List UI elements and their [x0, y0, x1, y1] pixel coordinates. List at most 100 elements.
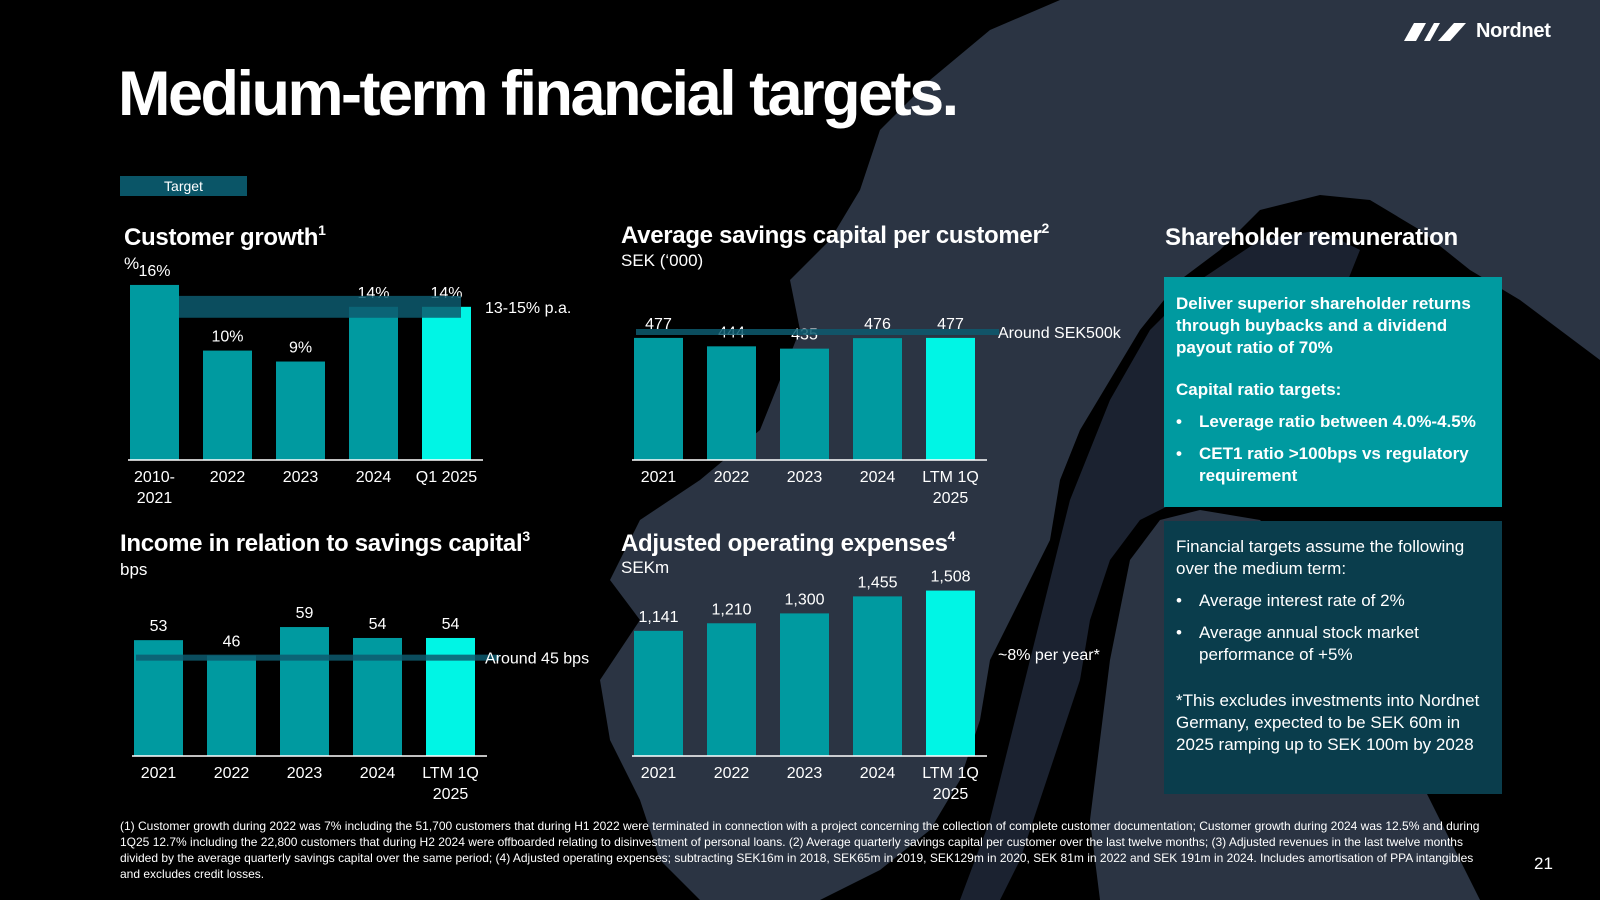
tick-label: 2021: [137, 490, 173, 507]
bar: [276, 361, 325, 460]
data-label: 59: [296, 605, 314, 622]
data-label: 54: [442, 616, 460, 633]
bar: [422, 306, 471, 460]
tick-label: 2022: [210, 469, 246, 486]
tick-label: 2022: [714, 469, 750, 486]
footnote-ref: 2: [1041, 220, 1050, 236]
customer-chart-title: Customer growth1: [124, 222, 326, 252]
footnote-ref: 1: [318, 222, 326, 238]
assumptions-intro: Financial targets assume the following o…: [1176, 537, 1465, 578]
tick-label: 2022: [214, 765, 250, 782]
brand-name: Nordnet: [1476, 20, 1551, 42]
bar: [780, 613, 829, 756]
bar: [780, 348, 829, 460]
data-label: 1,141: [638, 609, 678, 626]
footnote-ref: 3: [522, 528, 530, 544]
page-title: Medium-term financial targets.: [118, 59, 959, 129]
bar: [280, 627, 329, 756]
bar: [207, 655, 256, 756]
shareholder-title: Shareholder remuneration: [1165, 224, 1458, 251]
tick-label: 2023: [287, 765, 323, 782]
assumptions-note: *This excludes investments into Nordnet …: [1176, 691, 1480, 754]
tick-label: 2021: [641, 469, 677, 486]
data-label: 1,508: [930, 569, 970, 586]
tick-label: 2010-: [134, 469, 175, 486]
nordnet-mark-icon: [1404, 22, 1466, 41]
tick-label: 2021: [141, 765, 177, 782]
tick-label: 2025: [933, 490, 969, 507]
bar: [707, 346, 756, 460]
target-line: [636, 329, 999, 335]
bar: [130, 284, 179, 460]
tick-label: LTM 1Q: [922, 469, 979, 486]
land-mass: [600, 0, 1600, 900]
assumptions-list: Average interest rate of 2% Average annu…: [1176, 590, 1490, 666]
shareholder-panel: Deliver superior shareholder returns thr…: [1164, 277, 1502, 507]
data-label: 1,210: [711, 601, 751, 618]
data-label: 1,455: [857, 574, 897, 591]
tick-label: 2023: [283, 469, 319, 486]
bar: [926, 590, 975, 756]
tick-label: 2024: [360, 765, 396, 782]
capital-heading: Capital ratio targets:: [1176, 380, 1342, 399]
footnote: (1) Customer growth during 2022 was 7% i…: [120, 819, 1480, 881]
tick-label: LTM 1Q: [922, 765, 979, 782]
bar: [853, 596, 902, 756]
target-band: [179, 295, 461, 318]
shareholder-intro: Deliver superior shareholder returns thr…: [1176, 294, 1471, 357]
capital-list: Leverage ratio between 4.0%-4.5% CET1 ra…: [1176, 411, 1490, 487]
target-line: [136, 654, 499, 661]
tick-label: 2024: [860, 469, 896, 486]
savings-chart-unit: SEK (‘000): [621, 251, 704, 270]
footnote-ref: 4: [947, 528, 956, 544]
data-label: 16%: [138, 263, 170, 280]
tick-label: 2024: [860, 765, 896, 782]
chart-title-text: Income in relation to savings capital: [120, 530, 523, 557]
target-label: 13-15% p.a.: [485, 300, 571, 317]
data-label: 53: [150, 618, 168, 635]
bar: [926, 337, 975, 460]
tick-label: Q1 2025: [416, 469, 477, 486]
income-chart-title: Income in relation to savings capital3: [120, 528, 530, 558]
data-label: 9%: [289, 340, 312, 357]
chart-title-text: Average savings capital per customer: [621, 222, 1042, 249]
chart-title-text: Customer growth: [124, 224, 319, 251]
opex-chart-title: Adjusted operating expenses4: [621, 528, 956, 558]
bar: [203, 350, 252, 460]
customer-chart-unit: %: [124, 254, 140, 273]
data-label: 477: [937, 316, 964, 333]
tick-label: 2024: [356, 469, 392, 486]
tick-label: LTM 1Q: [422, 765, 479, 782]
income-chart-unit: bps: [120, 560, 148, 579]
bar: [349, 306, 398, 460]
bar: [707, 623, 756, 756]
data-label: 54: [369, 616, 387, 633]
target-label: Around SEK500k: [998, 325, 1122, 342]
tick-label: 2025: [933, 786, 969, 803]
target-label: ~8% per year*: [998, 647, 1100, 664]
bar: [853, 338, 902, 460]
tick-label: 2025: [433, 786, 469, 803]
data-label: 477: [645, 316, 672, 333]
capital-item: CET1 ratio >100bps vs regulatory require…: [1176, 443, 1490, 487]
data-label: 476: [864, 316, 891, 333]
brand-logo: Nordnet: [1404, 20, 1551, 43]
target-label: Around 45 bps: [485, 651, 589, 668]
tick-label: 2021: [641, 765, 677, 782]
chart-title-text: Adjusted operating expenses: [621, 530, 948, 557]
data-label: 1,300: [784, 591, 824, 608]
savings-chart-title: Average savings capital per customer2: [621, 220, 1050, 250]
assumption-item: Average interest rate of 2%: [1176, 590, 1490, 612]
bar: [634, 630, 683, 756]
capital-item: Leverage ratio between 4.0%-4.5%: [1176, 411, 1490, 433]
target-legend: Target: [120, 176, 247, 196]
bar: [634, 337, 683, 460]
tick-label: 2023: [787, 765, 823, 782]
data-label: 10%: [211, 329, 243, 346]
opex-chart-unit: SEKm: [621, 558, 670, 577]
tick-label: 2023: [787, 469, 823, 486]
page-number: 21: [1534, 854, 1553, 873]
assumptions-panel: Financial targets assume the following o…: [1164, 521, 1502, 794]
data-label: 46: [223, 633, 241, 650]
